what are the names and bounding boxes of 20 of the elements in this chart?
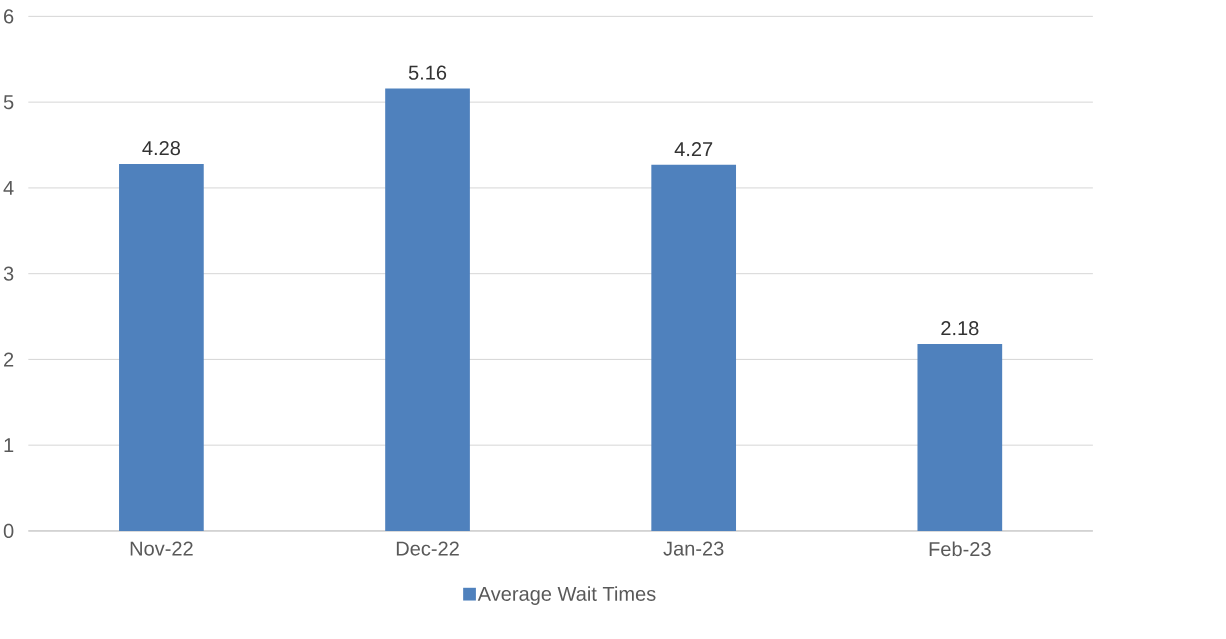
x-tick-label: Dec-22	[396, 541, 459, 556]
data-label: 4.27	[674, 141, 713, 156]
bar	[385, 88, 470, 531]
y-tick-label: 4	[3, 180, 14, 195]
y-tick-label: 6	[4, 9, 14, 24]
y-tick-label: 0	[3, 523, 14, 538]
data-label: 2.18	[941, 320, 979, 336]
data-label: 5.16	[408, 65, 447, 80]
x-tick-label: Jan-23	[663, 541, 724, 556]
legend-label: Average Wait Times	[477, 586, 656, 605]
x-tick-label: Feb-23	[929, 541, 991, 556]
bar	[119, 163, 204, 531]
y-tick-label: 2	[4, 352, 14, 367]
x-tick-label: Nov-22	[130, 541, 193, 556]
y-tick-label: 3	[3, 266, 14, 281]
bar	[651, 164, 737, 531]
data-label: 4.28	[142, 140, 181, 156]
y-tick-label: 5	[3, 95, 14, 109]
y-tick-label: 1	[4, 438, 14, 452]
bar	[917, 343, 1003, 531]
